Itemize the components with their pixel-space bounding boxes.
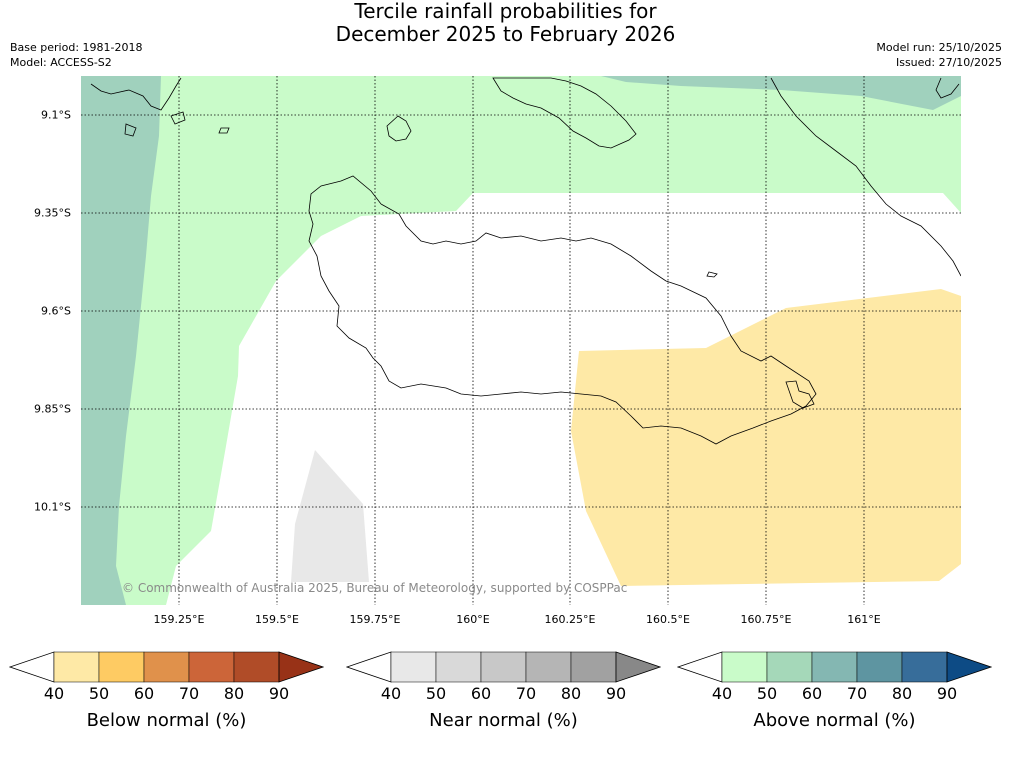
lon-label-8: 161°E <box>847 613 881 626</box>
meta-left: Base period: 1981-2018 Model: ACCESS-S2 <box>10 40 142 70</box>
legend-title-above-normal: Above normal (%) <box>753 710 916 731</box>
lon-label-2: 159.5°E <box>255 613 299 626</box>
map-title: Tercile rainfall probabilities for Decem… <box>0 0 1011 46</box>
lat-label-3: 9.6°S <box>41 304 71 318</box>
legend-tick: 60 <box>133 684 155 703</box>
colorbar-segment <box>143 651 190 683</box>
florida-islands-coastline <box>492 77 637 149</box>
colorbar-over-arrow <box>615 651 661 683</box>
russell-islands-coastline <box>90 77 230 137</box>
probability-map <box>81 76 961 605</box>
colorbar-near-normal <box>346 651 661 683</box>
legend-tick: 80 <box>891 684 913 703</box>
colorbar-segment <box>233 651 280 683</box>
lat-label-1: 9.1°S <box>41 108 71 122</box>
colorbar-segment <box>188 651 235 683</box>
legend-tick: 60 <box>801 684 823 703</box>
legend-tick: 50 <box>756 684 778 703</box>
legend-tick: 90 <box>936 684 958 703</box>
lon-label-7: 160.75°E <box>740 613 792 626</box>
colorbar-segment <box>901 651 948 683</box>
legend-tick: 40 <box>711 684 733 703</box>
savo-island-coastline <box>386 115 412 142</box>
above-normal-50-60-northeast <box>601 76 961 110</box>
colorbar-segment <box>98 651 145 683</box>
colorbar-segment <box>811 651 858 683</box>
legend-tick: 80 <box>560 684 582 703</box>
above-normal-50-60-west <box>81 76 161 605</box>
marau-sound-islets <box>785 380 815 409</box>
legend-tick: 40 <box>380 684 402 703</box>
base-period-text: Base period: 1981-2018 <box>10 41 143 54</box>
colorbar-segment <box>435 651 482 683</box>
colorbar-segment <box>390 651 437 683</box>
small-islet-east <box>706 271 718 278</box>
legend-tick: 90 <box>268 684 290 703</box>
legend-tick: 50 <box>425 684 447 703</box>
legend-tick: 70 <box>178 684 200 703</box>
legend-tick: 80 <box>223 684 245 703</box>
meta-right: Model run: 25/10/2025 Issued: 27/10/2025 <box>876 40 1002 70</box>
lat-label-4: 9.85°S <box>34 402 71 416</box>
colorbar-segment <box>721 651 768 683</box>
legend-tick: 50 <box>88 684 110 703</box>
near-normal-40-50-area <box>291 450 369 582</box>
lon-label-1: 159.25°E <box>153 613 205 626</box>
above-normal-40-50-area <box>81 76 961 605</box>
lon-label-5: 160.25°E <box>544 613 596 626</box>
colorbar-over-arrow <box>946 651 992 683</box>
legend-tick: 40 <box>43 684 65 703</box>
title-line-2: December 2025 to February 2026 <box>335 22 676 46</box>
colorbar-segment <box>525 651 572 683</box>
colorbar-below-normal <box>9 651 324 683</box>
graticule <box>81 76 961 605</box>
colorbar-segment <box>480 651 527 683</box>
legend-tick: 70 <box>515 684 537 703</box>
guadalcanal-coastline <box>308 175 817 445</box>
lon-label-6: 160.5°E <box>646 613 690 626</box>
legend-tick: 70 <box>846 684 868 703</box>
lon-label-3: 159.75°E <box>349 613 401 626</box>
malaita-coast-detail <box>935 77 960 99</box>
legend-tick: 60 <box>470 684 492 703</box>
copyright-credit: © Commonwealth of Australia 2025, Bureau… <box>122 581 628 595</box>
coastlines <box>90 77 961 445</box>
lat-label-2: 9.35°S <box>34 206 71 220</box>
model-text: Model: ACCESS-S2 <box>10 56 112 69</box>
legend-below-normal: 40 50 60 70 80 90 Below normal (%) <box>9 648 324 731</box>
colorbar-segment <box>570 651 617 683</box>
legend-near-normal: 40 50 60 70 80 90 Near normal (%) <box>346 648 661 731</box>
colorbar-segment <box>53 651 100 683</box>
model-run-text: Model run: 25/10/2025 <box>876 41 1002 54</box>
legend-above-normal: 40 50 60 70 80 90 Above normal (%) <box>677 648 992 731</box>
title-line-1: Tercile rainfall probabilities for <box>354 0 657 23</box>
colorbar-under-arrow <box>677 651 723 683</box>
colorbar-over-arrow <box>278 651 324 683</box>
legend-tick: 90 <box>605 684 627 703</box>
legend-title-near-normal: Near normal (%) <box>429 710 578 731</box>
lat-label-5: 10.1°S <box>34 500 71 514</box>
issued-text: Issued: 27/10/2025 <box>895 56 1002 69</box>
colorbar-under-arrow <box>346 651 392 683</box>
legend-title-below-normal: Below normal (%) <box>86 710 247 731</box>
colorbar-segment <box>766 651 813 683</box>
lon-label-4: 160°E <box>456 613 490 626</box>
colorbar-above-normal <box>677 651 992 683</box>
colorbar-under-arrow <box>9 651 55 683</box>
colorbar-segment <box>856 651 903 683</box>
malaita-coastline <box>770 77 961 277</box>
